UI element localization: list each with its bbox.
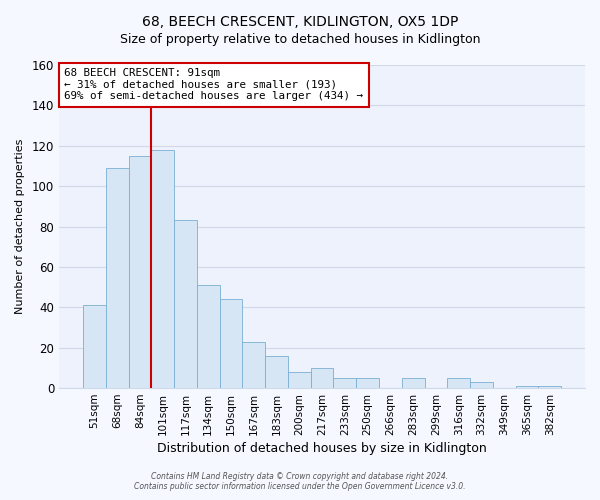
Bar [265, 356, 288, 388]
Text: Contains HM Land Registry data © Crown copyright and database right 2024.
Contai: Contains HM Land Registry data © Crown c… [134, 472, 466, 491]
Bar [447, 378, 470, 388]
Bar [151, 150, 174, 388]
Text: Size of property relative to detached houses in Kidlington: Size of property relative to detached ho… [120, 32, 480, 46]
Bar [106, 168, 128, 388]
Text: 68 BEECH CRESCENT: 91sqm
← 31% of detached houses are smaller (193)
69% of semi-: 68 BEECH CRESCENT: 91sqm ← 31% of detach… [64, 68, 364, 102]
X-axis label: Distribution of detached houses by size in Kidlington: Distribution of detached houses by size … [157, 442, 487, 455]
Bar [242, 342, 265, 388]
Bar [288, 372, 311, 388]
Bar [128, 156, 151, 388]
Bar [83, 306, 106, 388]
Bar [356, 378, 379, 388]
Y-axis label: Number of detached properties: Number of detached properties [15, 139, 25, 314]
Bar [402, 378, 425, 388]
Bar [174, 220, 197, 388]
Bar [311, 368, 334, 388]
Bar [220, 299, 242, 388]
Bar [197, 285, 220, 388]
Bar [538, 386, 561, 388]
Bar [515, 386, 538, 388]
Text: 68, BEECH CRESCENT, KIDLINGTON, OX5 1DP: 68, BEECH CRESCENT, KIDLINGTON, OX5 1DP [142, 15, 458, 29]
Bar [334, 378, 356, 388]
Bar [470, 382, 493, 388]
